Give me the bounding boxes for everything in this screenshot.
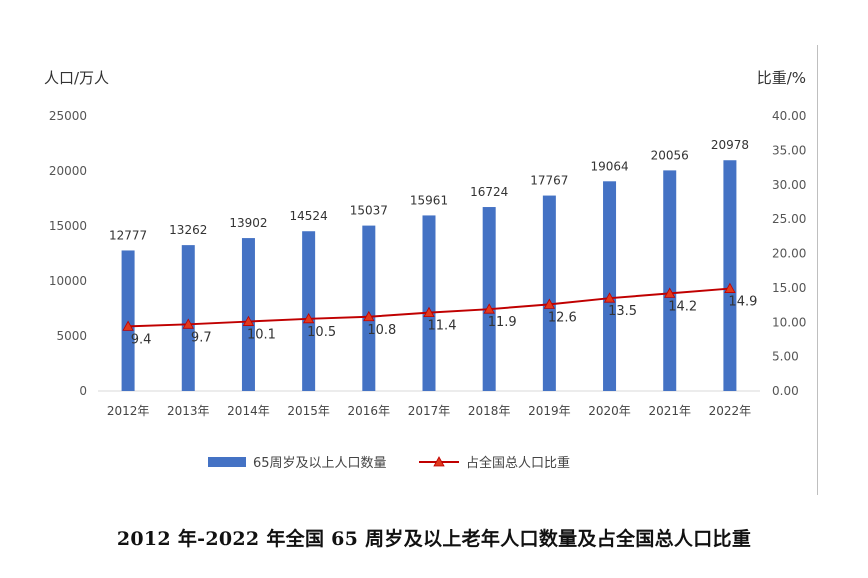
ratio-marker [122,320,134,331]
legend-bar-swatch [208,457,246,467]
y2-tick-label: 25.00 [772,212,806,226]
bar [542,195,556,391]
bar [422,215,436,391]
bar [482,207,496,391]
y-tick-label: 25000 [49,109,87,123]
bar [362,225,376,391]
y2-tick-label: 5.00 [772,350,799,364]
ratio-value-label: 13.5 [608,304,637,319]
bar-value-label: 20056 [651,148,689,162]
legend-line-marker [433,456,445,467]
bar [603,181,617,391]
ratio-marker [182,318,194,329]
legend-bar-label: 65周岁及以上人口数量 [253,456,387,471]
ratio-marker [363,310,375,322]
x-tick-label: 2021年 [648,404,691,418]
y-axis-title: 人口/万人 [44,69,109,87]
x-tick-label: 2018年 [468,404,511,418]
y2-tick-label: 40.00 [772,109,806,123]
y2-axis-title: 比重/% [757,69,806,87]
y-tick-label: 15000 [49,219,87,233]
x-tick-label: 2019年 [528,404,571,418]
bar-value-label: 19064 [590,159,628,173]
y2-tick-label: 0.00 [772,384,799,398]
bar-value-label: 15037 [350,204,388,218]
ratio-value-label: 9.4 [131,332,152,347]
x-tick-label: 2014年 [227,404,270,418]
ratio-marker [242,315,255,326]
bar-value-label: 20978 [711,138,749,152]
y2-tick-label: 35.00 [772,143,806,157]
ratio-marker [302,312,315,324]
bar-value-label: 13902 [229,216,267,230]
y-tick-label: 20000 [49,164,87,178]
ratio-value-label: 9.7 [191,330,212,345]
bar-value-label: 12777 [109,228,147,242]
ratio-marker [483,303,495,314]
bar-value-label: 14524 [290,209,328,223]
bar [181,245,195,391]
legend-line-label: 占全国总人口比重 [466,455,570,471]
frame-divider [817,45,818,495]
ratio-value-label: 10.5 [307,325,336,340]
ratio-value-label: 14.2 [668,299,697,314]
chart-caption: 2012 年-2022 年全国 65 周岁及以上老年人口数量及占全国总人口比重 [116,528,752,550]
ratio-marker [423,306,435,318]
ratio-value-label: 11.4 [428,319,457,334]
bar-value-label: 13262 [169,223,207,237]
y-tick-label: 0 [79,384,87,398]
bar-value-label: 16724 [470,185,508,199]
y2-tick-label: 30.00 [772,178,806,192]
bar [302,231,316,391]
y2-tick-label: 20.00 [772,247,806,261]
bar [241,238,255,391]
bar [723,160,737,391]
x-tick-label: 2012年 [107,404,150,418]
ratio-value-label: 11.9 [488,315,517,330]
x-tick-label: 2016年 [348,404,391,418]
ratio-value-label: 10.8 [367,323,396,338]
y2-tick-label: 15.00 [772,281,806,295]
bar [663,170,677,391]
ratio-value-label: 14.9 [728,295,757,310]
x-tick-label: 2022年 [709,404,752,418]
y-tick-label: 10000 [49,274,87,288]
ratio-marker [603,292,616,303]
y-tick-label: 5000 [56,329,87,343]
bar-value-label: 17767 [530,174,568,188]
x-tick-label: 2020年 [588,404,631,418]
ratio-value-label: 10.1 [247,328,276,343]
x-tick-label: 2015年 [287,404,330,418]
ratio-marker [724,282,736,293]
x-tick-label: 2013年 [167,404,210,418]
x-tick-label: 2017年 [408,404,451,418]
bar-value-label: 15961 [410,193,448,207]
ratio-value-label: 12.6 [548,310,577,325]
ratio-marker [664,287,676,298]
y2-tick-label: 10.00 [772,315,806,329]
ratio-marker [543,298,556,309]
